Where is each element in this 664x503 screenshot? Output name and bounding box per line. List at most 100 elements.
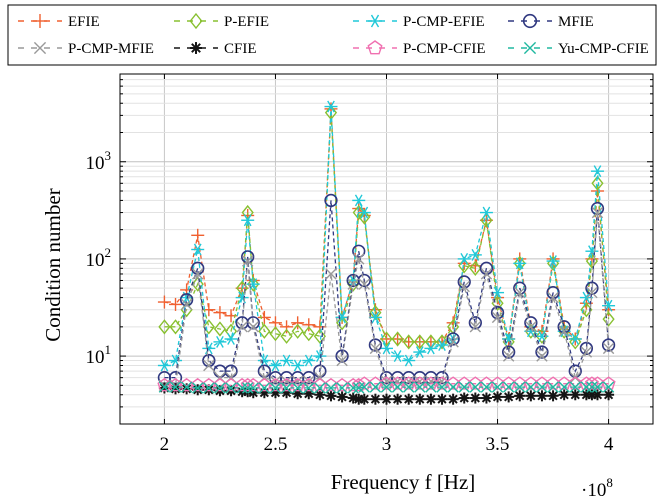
data-point	[602, 311, 615, 327]
legend-label: P-EFIE	[224, 14, 269, 30]
data-point	[602, 342, 615, 355]
data-point	[403, 381, 415, 393]
data-point	[213, 306, 227, 320]
data-point	[514, 286, 526, 299]
x-tick-label: 2.5	[264, 434, 288, 455]
data-point	[347, 276, 360, 292]
legend-item: CFIE	[174, 41, 257, 57]
data-point	[202, 319, 215, 335]
data-point	[247, 276, 260, 292]
legend-label: P-CMP-EFIE	[403, 14, 485, 30]
data-point	[469, 392, 481, 404]
data-point	[242, 382, 254, 394]
data-point	[514, 390, 526, 402]
data-point	[569, 389, 581, 401]
data-point	[413, 346, 427, 359]
y-tick-label: 102	[86, 245, 112, 271]
series-yu-cmp-cfie	[158, 381, 615, 394]
data-point	[580, 346, 593, 358]
data-point	[468, 248, 482, 261]
data-point	[324, 193, 338, 208]
legend-box	[7, 4, 657, 66]
y-tick-label: 101	[86, 342, 112, 368]
data-point	[579, 341, 594, 356]
x-axis-label: Frequency f [Hz]	[331, 470, 476, 494]
data-point	[291, 359, 305, 372]
data-point	[380, 393, 393, 405]
data-point	[558, 381, 570, 393]
data-point	[436, 375, 448, 388]
data-point	[513, 255, 526, 271]
data-point	[458, 381, 470, 393]
data-point	[480, 268, 493, 280]
data-point	[280, 320, 294, 334]
legend-item: P-CMP-MFIE	[18, 41, 154, 57]
data-point	[336, 382, 348, 394]
data-point	[535, 345, 549, 359]
data-point	[414, 381, 426, 393]
data-point	[435, 339, 449, 351]
data-point	[457, 252, 471, 265]
data-point	[480, 381, 493, 393]
data-point	[357, 206, 371, 219]
data-point	[368, 311, 382, 324]
legend-label: EFIE	[68, 14, 100, 30]
data-point	[258, 382, 271, 394]
data-point	[358, 381, 370, 393]
data-point	[479, 206, 493, 219]
data-point	[302, 370, 316, 385]
data-point	[303, 382, 315, 394]
data-point	[435, 370, 449, 385]
x-multiplier-base: ·10	[581, 480, 606, 501]
legend-swatch-marker	[522, 13, 538, 29]
data-point	[547, 291, 559, 304]
data-point	[203, 359, 215, 372]
data-point	[536, 381, 548, 393]
data-point	[213, 335, 227, 348]
data-point	[358, 278, 370, 290]
data-point	[335, 315, 349, 331]
data-point	[157, 359, 171, 372]
data-point	[425, 381, 437, 393]
data-point	[402, 354, 416, 367]
data-point	[591, 381, 604, 393]
data-point	[458, 392, 470, 404]
data-point	[524, 323, 537, 339]
legend-item: P-CMP-EFIE	[353, 14, 485, 30]
data-point	[403, 393, 415, 405]
series-p-cmp-cfie	[157, 376, 616, 392]
data-point	[585, 253, 599, 269]
axes-ticks: 2 2.5 3 3.5 4 101 102 103	[86, 73, 653, 455]
data-point	[492, 391, 504, 403]
legend: EFIE P-EFIE P-CMP-EFIE MFIE P-CMP-MFIE CFIE P-…	[7, 4, 657, 66]
data-point	[580, 381, 593, 393]
data-point	[236, 382, 248, 394]
data-point	[414, 375, 426, 388]
data-point	[158, 319, 171, 335]
data-point	[347, 278, 359, 290]
data-point	[352, 244, 366, 258]
data-point	[268, 359, 282, 372]
data-point	[425, 393, 437, 405]
data-point	[480, 392, 492, 404]
data-point	[241, 214, 255, 227]
data-point	[158, 381, 171, 393]
data-point	[247, 321, 259, 333]
data-point	[192, 382, 204, 394]
data-point	[302, 354, 316, 367]
data-point	[425, 375, 437, 388]
data-point	[458, 280, 470, 293]
data-point	[192, 268, 204, 280]
legend-swatch-marker	[523, 41, 537, 55]
data-point	[447, 336, 459, 348]
data-point	[447, 381, 459, 393]
data-point	[391, 331, 404, 347]
data-point	[513, 257, 527, 270]
data-point	[601, 376, 616, 390]
data-point	[586, 381, 598, 393]
data-point	[352, 204, 365, 221]
data-point	[214, 382, 226, 394]
data-point	[236, 321, 248, 333]
data-point	[191, 228, 205, 242]
